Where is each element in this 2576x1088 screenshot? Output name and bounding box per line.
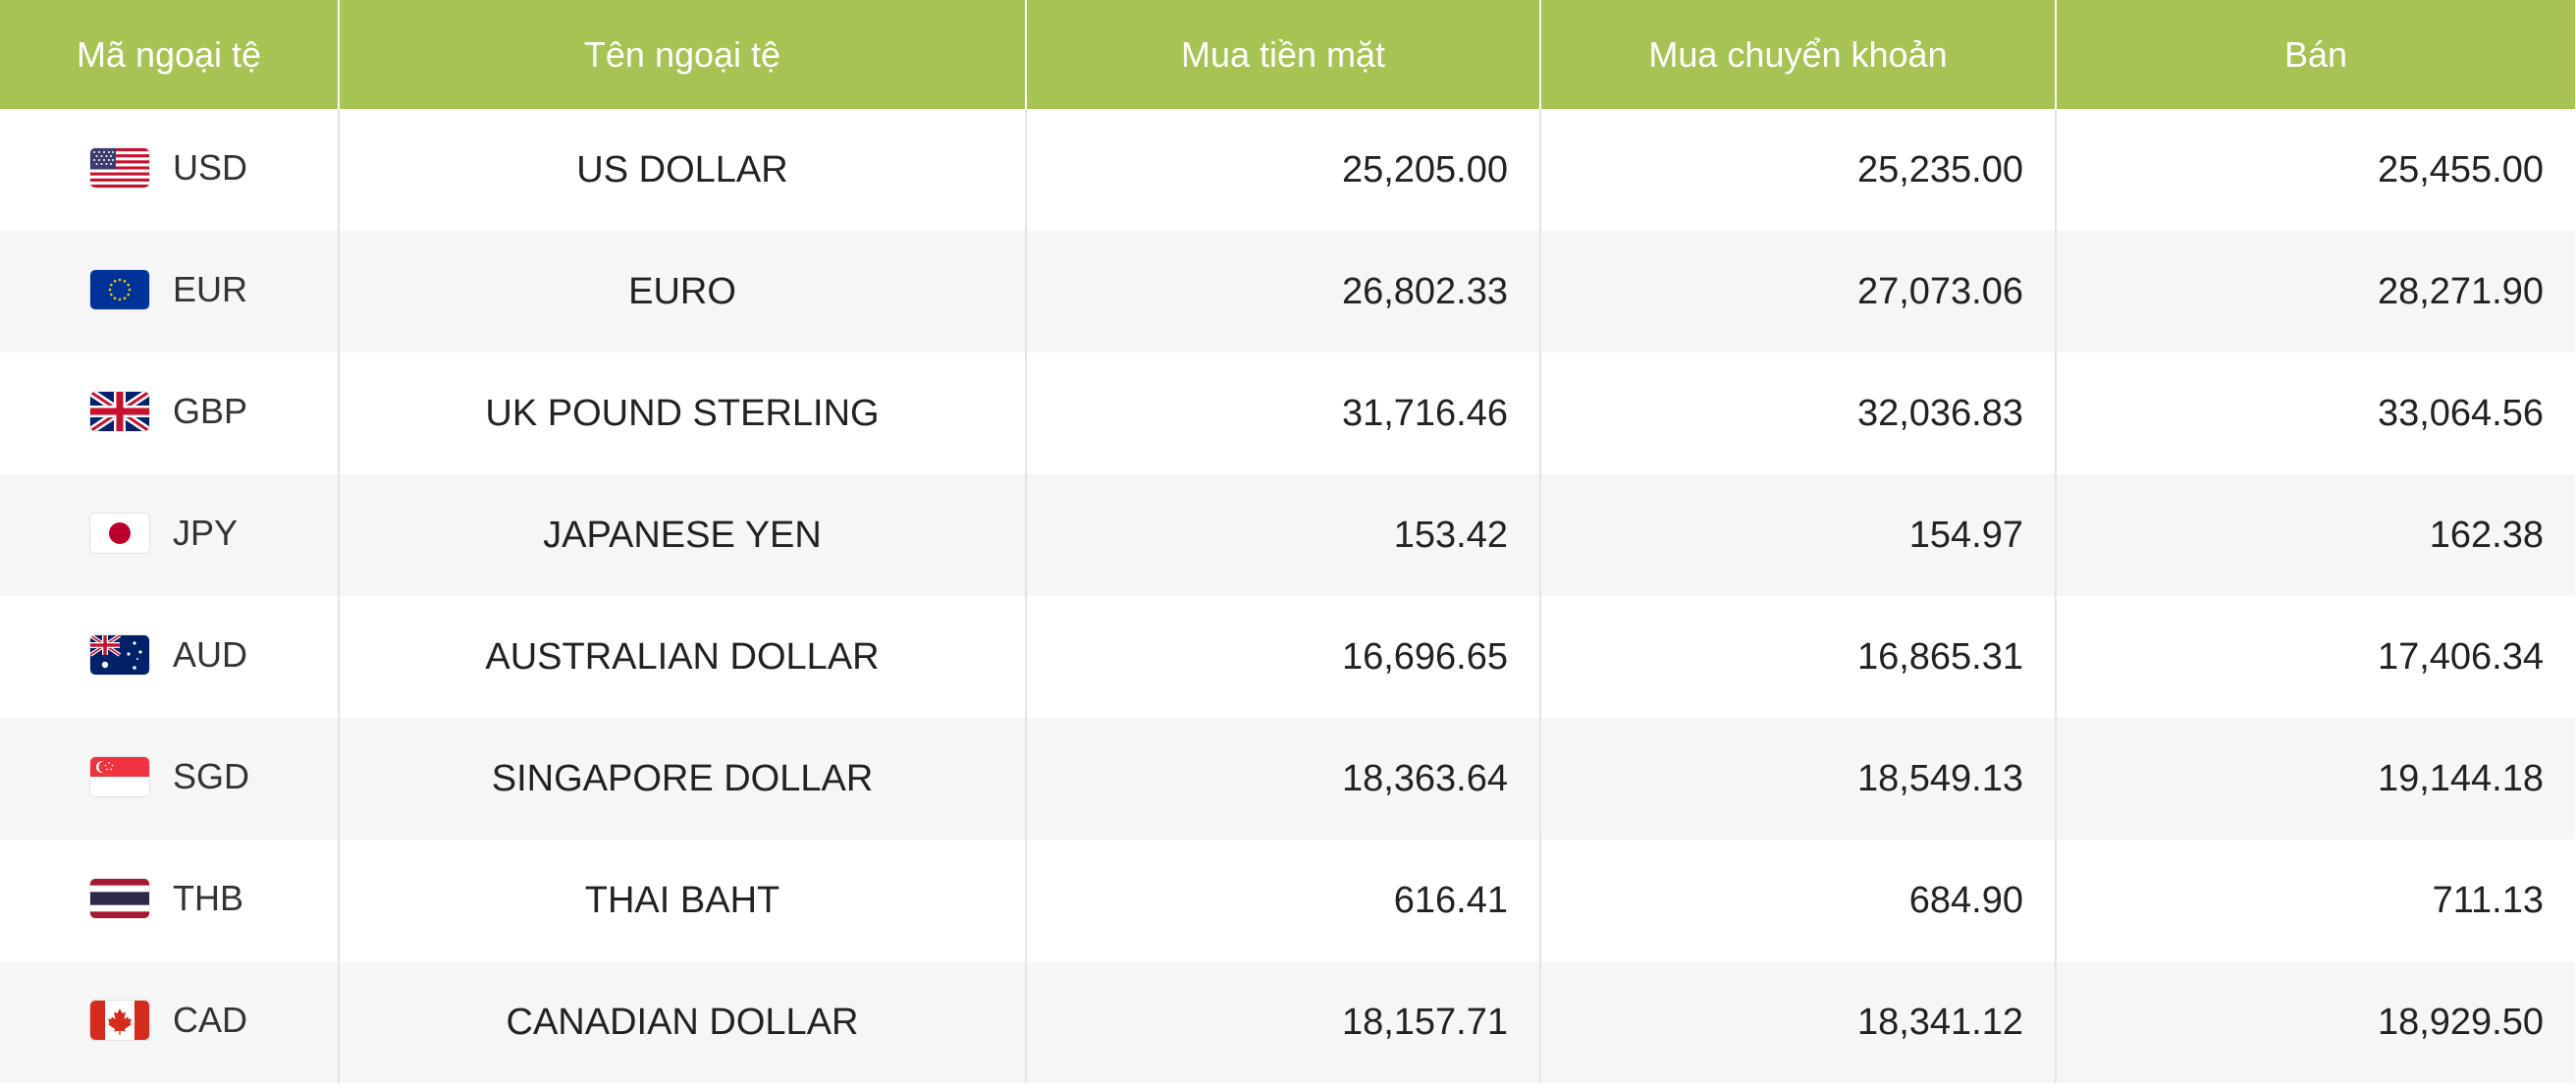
transfer-buy-rate: 16,865.31 bbox=[1540, 596, 2057, 718]
currency-code-cell: AUD bbox=[0, 596, 340, 718]
cash-buy-rate: 153.42 bbox=[1026, 474, 1541, 596]
column-header-name: Tên ngoại tệ bbox=[339, 0, 1027, 109]
header-row: Mã ngoại tệ Tên ngoại tệ Mua tiền mặt Mu… bbox=[0, 0, 2575, 109]
table-row: SGD SINGAPORE DOLLAR 18,363.64 18,549.13… bbox=[0, 718, 2575, 840]
currency-code: GBP bbox=[173, 391, 248, 431]
canada-flag-icon bbox=[90, 1001, 149, 1040]
currency-name: SINGAPORE DOLLAR bbox=[339, 718, 1027, 840]
currency-code-cell: SGD bbox=[0, 718, 340, 840]
currency-name: JAPANESE YEN bbox=[339, 474, 1027, 596]
singapore-flag-icon bbox=[90, 757, 149, 796]
transfer-buy-rate: 25,235.00 bbox=[1540, 109, 2057, 231]
thailand-flag-icon bbox=[90, 879, 149, 918]
cash-buy-rate: 16,696.65 bbox=[1026, 596, 1541, 718]
currency-code-cell: JPY bbox=[0, 474, 340, 596]
currency-code-cell: CAD bbox=[0, 961, 340, 1083]
transfer-buy-rate: 154.97 bbox=[1540, 474, 2057, 596]
cash-buy-rate: 18,363.64 bbox=[1026, 718, 1541, 840]
currency-name: CANADIAN DOLLAR bbox=[339, 961, 1027, 1083]
australia-flag-icon bbox=[90, 635, 149, 675]
currency-code-cell: USD bbox=[0, 109, 340, 231]
transfer-buy-rate: 18,341.12 bbox=[1540, 961, 2057, 1083]
currency-code: USD bbox=[173, 147, 248, 188]
column-header-code: Mã ngoại tệ bbox=[0, 0, 340, 109]
table-header: Mã ngoại tệ Tên ngoại tệ Mua tiền mặt Mu… bbox=[0, 0, 2575, 109]
currency-name: UK POUND STERLING bbox=[339, 353, 1027, 474]
currency-code-cell: GBP bbox=[0, 353, 340, 474]
currency-name: US DOLLAR bbox=[339, 109, 1027, 231]
sell-rate: 711.13 bbox=[2056, 840, 2575, 961]
sell-rate: 28,271.90 bbox=[2056, 231, 2575, 353]
transfer-buy-rate: 18,549.13 bbox=[1540, 718, 2057, 840]
us-flag-icon bbox=[90, 148, 149, 188]
currency-code: CAD bbox=[173, 1000, 248, 1040]
sell-rate: 18,929.50 bbox=[2056, 961, 2575, 1083]
cash-buy-rate: 26,802.33 bbox=[1026, 231, 1541, 353]
transfer-buy-rate: 27,073.06 bbox=[1540, 231, 2057, 353]
currency-name: THAI BAHT bbox=[339, 840, 1027, 961]
currency-name: EURO bbox=[339, 231, 1027, 353]
currency-code: THB bbox=[173, 878, 243, 918]
table-row: AUD AUSTRALIAN DOLLAR 16,696.65 16,865.3… bbox=[0, 596, 2575, 718]
transfer-buy-rate: 684.90 bbox=[1540, 840, 2057, 961]
table-row: USD US DOLLAR 25,205.00 25,235.00 25,455… bbox=[0, 109, 2575, 231]
sell-rate: 33,064.56 bbox=[2056, 353, 2575, 474]
currency-code: SGD bbox=[173, 756, 250, 796]
japan-flag-icon bbox=[90, 514, 149, 553]
currency-code: JPY bbox=[173, 513, 239, 553]
cash-buy-rate: 616.41 bbox=[1026, 840, 1541, 961]
cash-buy-rate: 18,157.71 bbox=[1026, 961, 1541, 1083]
transfer-buy-rate: 32,036.83 bbox=[1540, 353, 2057, 474]
table-row: EUR EURO 26,802.33 27,073.06 28,271.90 bbox=[0, 231, 2575, 353]
uk-flag-icon bbox=[90, 392, 149, 431]
currency-code-cell: THB bbox=[0, 840, 340, 961]
currency-name: AUSTRALIAN DOLLAR bbox=[339, 596, 1027, 718]
sell-rate: 19,144.18 bbox=[2056, 718, 2575, 840]
column-header-transfer-buy: Mua chuyển khoản bbox=[1540, 0, 2057, 109]
table-row: CAD CANADIAN DOLLAR 18,157.71 18,341.12 … bbox=[0, 961, 2575, 1083]
table-row: JPY JAPANESE YEN 153.42 154.97 162.38 bbox=[0, 474, 2575, 596]
sell-rate: 25,455.00 bbox=[2056, 109, 2575, 231]
eu-flag-icon bbox=[90, 270, 149, 309]
currency-code: AUD bbox=[173, 634, 248, 675]
cash-buy-rate: 31,716.46 bbox=[1026, 353, 1541, 474]
currency-code-cell: EUR bbox=[0, 231, 340, 353]
table-row: GBP UK POUND STERLING 31,716.46 32,036.8… bbox=[0, 353, 2575, 474]
table-row: THB THAI BAHT 616.41 684.90 711.13 bbox=[0, 840, 2575, 961]
table-body: USD US DOLLAR 25,205.00 25,235.00 25,455… bbox=[0, 109, 2575, 1083]
column-header-sell: Bán bbox=[2056, 0, 2575, 109]
cash-buy-rate: 25,205.00 bbox=[1026, 109, 1541, 231]
sell-rate: 17,406.34 bbox=[2056, 596, 2575, 718]
currency-code: EUR bbox=[173, 269, 248, 309]
sell-rate: 162.38 bbox=[2056, 474, 2575, 596]
column-header-cash-buy: Mua tiền mặt bbox=[1026, 0, 1541, 109]
